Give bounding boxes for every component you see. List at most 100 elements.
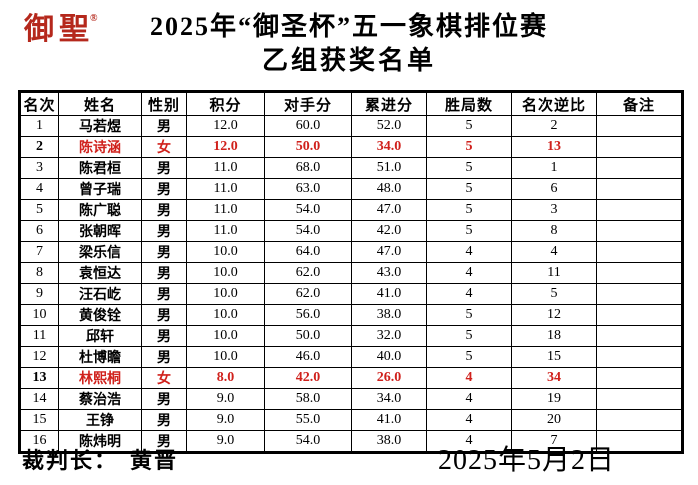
cell-gender: 男 [141,262,187,284]
table-row: 9 汪石屹男 10.0 62.0 41.0 4 5 [19,283,683,305]
cell-gender: 男 [141,430,187,453]
table-row: 3 陈君桓男 11.0 68.0 51.0 5 1 [19,157,683,179]
cell-rank: 16 [19,430,59,453]
cell-rank-ratio: 20 [511,409,597,431]
cell-opponent-points: 56.0 [264,304,352,326]
cell-remark [596,325,683,347]
table-row: 14 蔡治浩男 9.0 58.0 34.0 4 19 [19,388,683,410]
date-text: 2025年5月2日 [438,445,616,476]
cell-progressive-points: 51.0 [351,157,427,179]
cell-rank-ratio: 12 [511,304,597,326]
referee-label: 裁判长： [22,448,119,473]
cell-progressive-points: 34.0 [351,136,427,158]
cell-progressive-points: 52.0 [351,115,427,137]
cell-name: 邱轩 [58,325,142,347]
cell-remark [596,241,683,263]
cell-wins: 5 [426,115,512,137]
cell-name: 杜博瞻 [58,346,142,368]
cell-opponent-points: 50.0 [264,325,352,347]
cell-wins: 4 [426,430,512,453]
cell-rank: 1 [19,115,59,137]
cell-name: 陈君桓 [58,157,142,179]
table-row: 16 陈炜明男 9.0 54.0 38.0 4 7 [19,430,683,453]
brand-logo-text: 御聖 [24,13,94,46]
cell-remark [596,220,683,242]
cell-rank-ratio: 7 [511,430,597,453]
cell-opponent-points: 50.0 [264,136,352,158]
cell-remark [596,346,683,368]
cell-name: 陈诗涵 [58,136,142,158]
cell-progressive-points: 41.0 [351,409,427,431]
cell-rank: 6 [19,220,59,242]
cell-progressive-points: 40.0 [351,346,427,368]
cell-rank-ratio: 11 [511,262,597,284]
cell-name: 蔡治浩 [58,388,142,410]
table-body: 1 马若煜男 12.0 60.0 52.0 5 2 2 陈诗涵女 12.0 50.0 34.0 5 13 3… [19,115,683,453]
cell-rank: 15 [19,409,59,431]
cell-gender: 男 [141,325,187,347]
cell-remark [596,136,683,158]
title-line-2: 乙组获奖名单 [261,46,436,75]
cell-rank-ratio: 6 [511,178,597,200]
header-remark: 备注 [596,91,683,116]
cell-progressive-points: 34.0 [351,388,427,410]
cell-progressive-points: 41.0 [351,283,427,305]
cell-rank-ratio: 13 [511,136,597,158]
table-row: 13 林熙桐女 8.0 42.0 26.0 4 34 [19,367,683,389]
table-row: 2 陈诗涵女 12.0 50.0 34.0 5 13 [19,136,683,158]
cell-wins: 4 [426,283,512,305]
cell-opponent-points: 62.0 [264,283,352,305]
cell-gender: 男 [141,115,187,137]
cell-rank-ratio: 19 [511,388,597,410]
cell-remark [596,304,683,326]
cell-points: 10.0 [186,304,265,326]
cell-rank: 14 [19,388,59,410]
header-rank-ratio: 名次逆比 [511,91,597,116]
table-row: 6 张朝晖男 11.0 54.0 42.0 5 8 [19,220,683,242]
cell-opponent-points: 60.0 [264,115,352,137]
cell-points: 11.0 [186,220,265,242]
table-row: 5 陈广聪男 11.0 54.0 47.0 5 3 [19,199,683,221]
cell-wins: 4 [426,388,512,410]
cell-rank: 13 [19,367,59,389]
cell-points: 10.0 [186,262,265,284]
cell-progressive-points: 32.0 [351,325,427,347]
cell-rank: 8 [19,262,59,284]
cell-gender: 女 [141,136,187,158]
cell-wins: 5 [426,220,512,242]
cell-progressive-points: 47.0 [351,199,427,221]
cell-name: 汪石屹 [58,283,142,305]
cell-opponent-points: 54.0 [264,199,352,221]
cell-opponent-points: 42.0 [264,367,352,389]
header-gender: 性别 [141,91,187,116]
cell-points: 11.0 [186,199,265,221]
header-name: 姓名 [58,91,142,116]
cell-rank: 2 [19,136,59,158]
cell-opponent-points: 68.0 [264,157,352,179]
cell-name: 袁恒达 [58,262,142,284]
cell-remark [596,115,683,137]
cell-remark [596,199,683,221]
cell-rank: 4 [19,178,59,200]
header-wins: 胜局数 [426,91,512,116]
cell-gender: 男 [141,220,187,242]
cell-remark [596,409,683,431]
cell-points: 11.0 [186,178,265,200]
cell-wins: 5 [426,346,512,368]
cell-rank: 11 [19,325,59,347]
cell-wins: 5 [426,199,512,221]
table-row: 4 曾子瑞男 11.0 63.0 48.0 5 6 [19,178,683,200]
cell-opponent-points: 64.0 [264,241,352,263]
cell-name: 曾子瑞 [58,178,142,200]
cell-progressive-points: 38.0 [351,304,427,326]
cell-remark [596,157,683,179]
cell-remark [596,430,683,453]
cell-remark [596,388,683,410]
cell-rank: 7 [19,241,59,263]
cell-gender: 男 [141,178,187,200]
cell-wins: 5 [426,304,512,326]
cell-gender: 男 [141,346,187,368]
cell-opponent-points: 55.0 [264,409,352,431]
cell-opponent-points: 46.0 [264,346,352,368]
cell-name: 马若煜 [58,115,142,137]
